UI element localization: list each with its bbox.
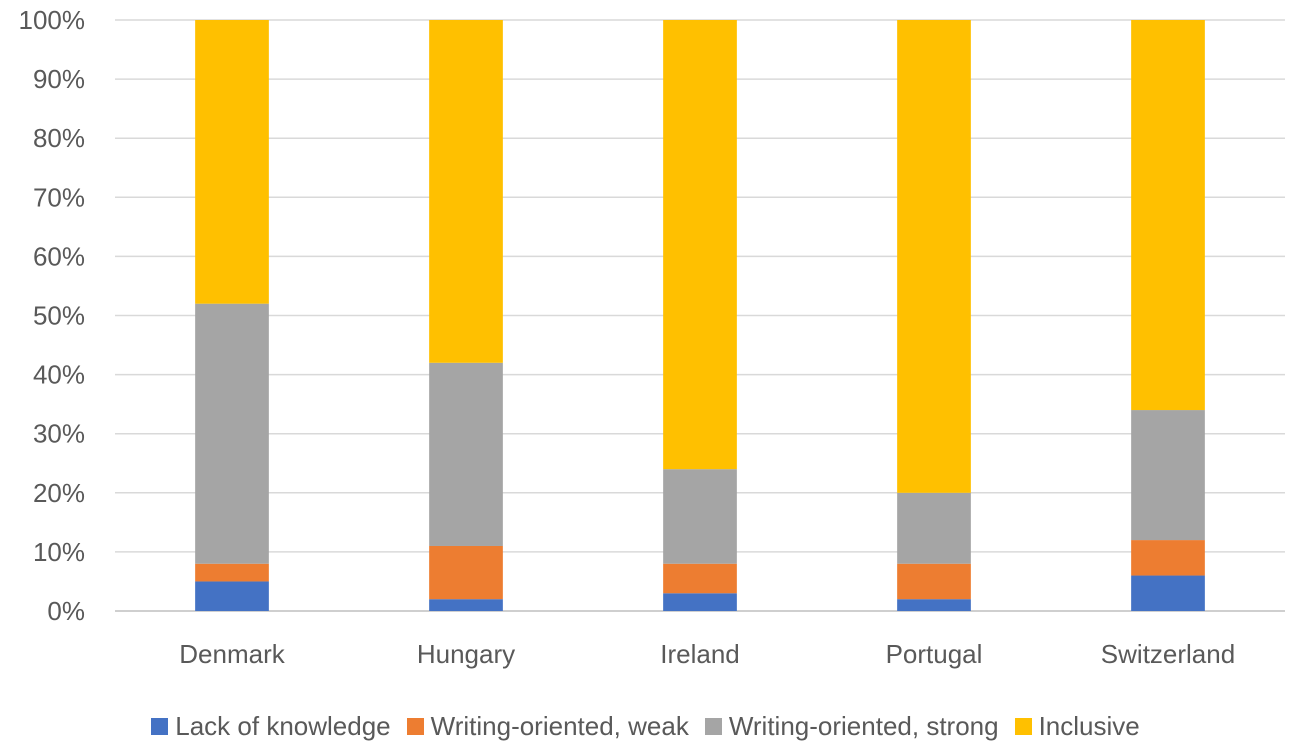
legend-swatch <box>406 717 424 735</box>
bar-segment <box>195 563 269 582</box>
legend-item: Lack of knowledge <box>151 710 391 742</box>
bar-segment <box>1131 20 1205 411</box>
bar-segment <box>663 563 737 594</box>
legend-swatch <box>704 717 722 735</box>
bar-segment <box>429 545 503 600</box>
bar-segment <box>663 469 737 564</box>
y-tick-label: 70% <box>33 182 85 212</box>
y-tick-label: 50% <box>33 301 85 331</box>
bar-segment <box>429 20 503 363</box>
bar-segment <box>897 563 971 600</box>
bar-segment <box>429 362 503 546</box>
legend-item: Inclusive <box>1014 710 1140 742</box>
y-tick-label: 90% <box>33 64 85 94</box>
bar-segment <box>195 20 269 304</box>
bar-segment <box>897 20 971 493</box>
x-tick-label: Denmark <box>179 639 285 669</box>
y-tick-label: 40% <box>33 360 85 390</box>
bar-segment <box>897 599 971 611</box>
bar-segment <box>429 599 503 611</box>
y-tick-label: 30% <box>33 419 85 449</box>
bar-segment <box>897 492 971 564</box>
y-tick-label: 100% <box>19 5 86 35</box>
x-tick-label: Portugal <box>886 639 983 669</box>
legend-item: Writing-oriented, strong <box>704 710 999 742</box>
legend-label: Lack of knowledge <box>175 710 391 741</box>
legend-label: Writing-oriented, weak <box>430 710 689 741</box>
legend-swatch <box>1014 717 1032 735</box>
bar-segment <box>1131 410 1205 541</box>
y-tick-label: 0% <box>47 596 85 626</box>
x-tick-label: Ireland <box>660 639 740 669</box>
bar-segment <box>663 593 737 611</box>
legend-label: Inclusive <box>1038 710 1140 741</box>
legend-item: Writing-oriented, weak <box>406 710 689 742</box>
bar-segment <box>195 303 269 564</box>
chart-legend: Lack of knowledge Writing-oriented, weak W… <box>0 706 1291 746</box>
bar-segment <box>1131 575 1205 611</box>
legend-swatch <box>151 717 169 735</box>
x-tick-label: Hungary <box>417 639 515 669</box>
stacked-bar-chart: 0% 10% 20% 30% 40% 50% 60% 70% 80% 90% 100% Denmark… <box>19 5 1285 669</box>
x-tick-label: Switzerland <box>1101 639 1235 669</box>
y-tick-label: 10% <box>33 537 85 567</box>
bar-segment <box>663 20 737 470</box>
y-tick-label: 60% <box>33 241 85 271</box>
bar-segment <box>1131 540 1205 576</box>
bar-segment <box>195 581 269 611</box>
legend-label: Writing-oriented, strong <box>728 710 999 741</box>
y-tick-label: 20% <box>33 478 85 508</box>
y-tick-label: 80% <box>33 123 85 153</box>
